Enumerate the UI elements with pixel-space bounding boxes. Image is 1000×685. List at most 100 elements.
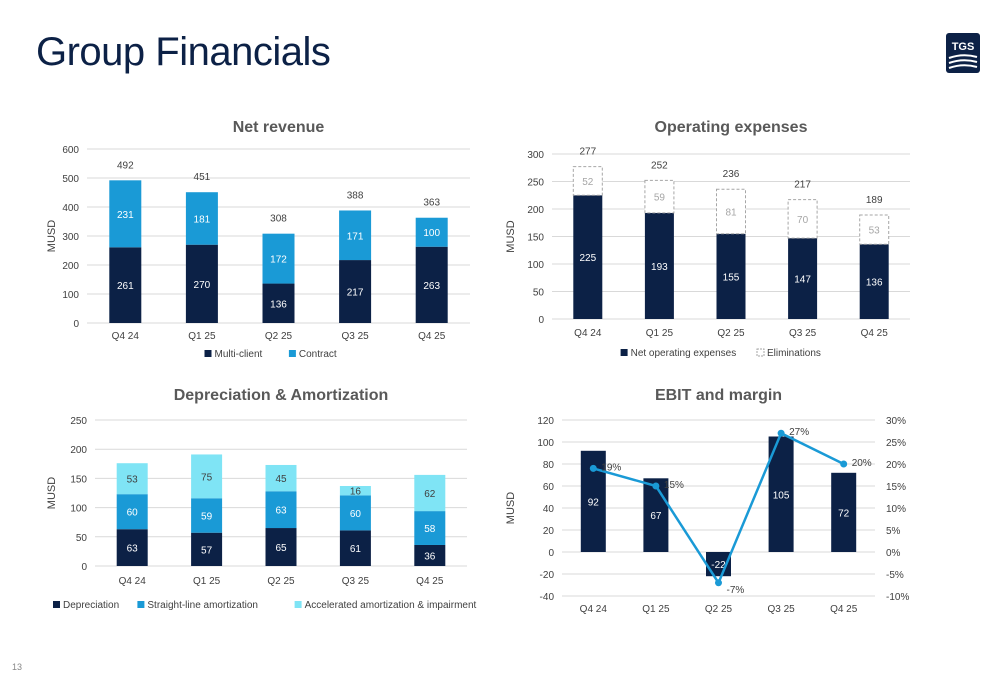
y2-tick-label: 0% [886, 548, 901, 559]
y-tick-label: 150 [527, 233, 544, 244]
y-tick-label: 100 [70, 504, 87, 515]
chart-title: Operating expenses [655, 119, 808, 136]
bar-segment [859, 244, 889, 319]
operating-expenses-chart: Operating expenses 0 50 100 150 200 250 300 MUSD… [505, 119, 910, 359]
legend-swatch [620, 349, 628, 356]
bar-segment [415, 217, 448, 247]
y-axis-label: MUSD [46, 477, 58, 509]
y-tick-label: 400 [62, 203, 79, 214]
total-label: 492 [117, 160, 134, 171]
margin-point [715, 579, 722, 587]
data-label: 65 [275, 543, 287, 554]
data-label: 155 [723, 272, 740, 283]
total-label: 277 [579, 147, 596, 158]
y-tick-label: 300 [527, 150, 544, 161]
bar-segment [339, 530, 371, 566]
x-tick-label: Q2 25 [717, 328, 745, 339]
y-tick-label: 0 [73, 319, 79, 330]
bar-segment [265, 528, 297, 566]
data-label: 172 [270, 255, 287, 266]
bar [643, 478, 669, 552]
data-label: 136 [866, 278, 883, 289]
x-tick-label: Q2 25 [705, 604, 733, 615]
x-tick-label: Q4 25 [418, 331, 446, 342]
y2-tick-label: 15% [886, 482, 906, 493]
data-label: 181 [194, 214, 211, 225]
chart-title: Net revenue [233, 119, 325, 136]
bar-segment [191, 454, 223, 499]
bar-segment [262, 233, 295, 284]
margin-point [840, 460, 848, 468]
y-tick-label: 50 [76, 533, 88, 544]
margin-label: -7% [727, 585, 745, 596]
bar-segment [339, 485, 371, 496]
bar-segment [191, 532, 223, 566]
chart-title: Depreciation & Amortization [174, 387, 389, 404]
data-label: 16 [350, 487, 362, 498]
data-label: 60 [350, 509, 362, 520]
legend-swatch [53, 601, 60, 608]
legend-swatch [204, 350, 212, 357]
x-tick-label: Q3 25 [767, 604, 795, 615]
x-tick-label: Q1 25 [193, 576, 221, 587]
data-label: 81 [725, 207, 737, 218]
data-label: 45 [275, 474, 287, 485]
legend-swatch [294, 601, 302, 608]
y-tick-label: 80 [543, 460, 555, 471]
data-label: 53 [127, 475, 139, 486]
margin-label: 19% [601, 462, 621, 473]
data-label: 57 [201, 545, 213, 556]
x-tick-label: Q4 25 [416, 576, 444, 587]
y-tick-label: 200 [62, 261, 79, 272]
y-tick-label: 100 [62, 290, 79, 301]
bar-segment [716, 188, 746, 235]
total-label: 308 [270, 214, 287, 225]
margin-label: 27% [789, 427, 809, 438]
margin-label: 20% [852, 458, 872, 469]
bar-segment [191, 498, 223, 533]
bar-segment [185, 244, 218, 323]
data-label: 92 [588, 497, 600, 508]
y-tick-label: 60 [543, 482, 555, 493]
data-label: 70 [797, 215, 809, 226]
x-tick-label: Q3 25 [341, 331, 369, 342]
x-tick-label: Q3 25 [342, 576, 370, 587]
bar-segment [716, 233, 746, 319]
margin-point [589, 464, 597, 472]
y-tick-label: -20 [540, 570, 555, 581]
bar-segment [788, 238, 818, 319]
bar-segment [339, 495, 371, 531]
ebit-margin-chart: EBIT and margin -40 -20 0 20 40 60 80 100 120 MUSD… [505, 387, 909, 615]
y2-tick-label: 30% [886, 416, 906, 427]
x-tick-label: Q4 24 [119, 576, 147, 587]
y-tick-label: 0 [548, 548, 554, 559]
data-label: 171 [347, 231, 364, 242]
bar-segment [787, 199, 818, 239]
total-label: 363 [423, 198, 440, 209]
bar-segment [265, 491, 297, 529]
legend-swatch [137, 601, 145, 608]
y2-tick-label: 20% [886, 460, 906, 471]
bar-segment [644, 179, 675, 214]
legend-label: Eliminations [767, 348, 821, 359]
data-label: 147 [794, 275, 811, 286]
y-tick-label: 20 [543, 526, 555, 537]
data-label: 72 [838, 508, 850, 519]
bar-segment [573, 195, 603, 319]
total-label: 388 [347, 190, 364, 201]
legend-label: Net operating expenses [631, 348, 737, 359]
data-label: 105 [773, 490, 790, 501]
bar-segment [572, 166, 603, 196]
y-tick-label: 100 [527, 260, 544, 271]
y-tick-label: 600 [62, 145, 79, 156]
data-label: 62 [424, 489, 436, 500]
legend-label: Multi-client [215, 349, 263, 360]
data-label: 60 [127, 508, 139, 519]
data-label: 136 [270, 299, 287, 310]
page-number: 13 [12, 662, 23, 672]
data-label: 270 [194, 280, 211, 291]
data-label: 63 [127, 544, 139, 555]
bar-segment [414, 544, 446, 566]
y-tick-label: 200 [70, 445, 87, 456]
chart-title: EBIT and margin [655, 387, 782, 404]
